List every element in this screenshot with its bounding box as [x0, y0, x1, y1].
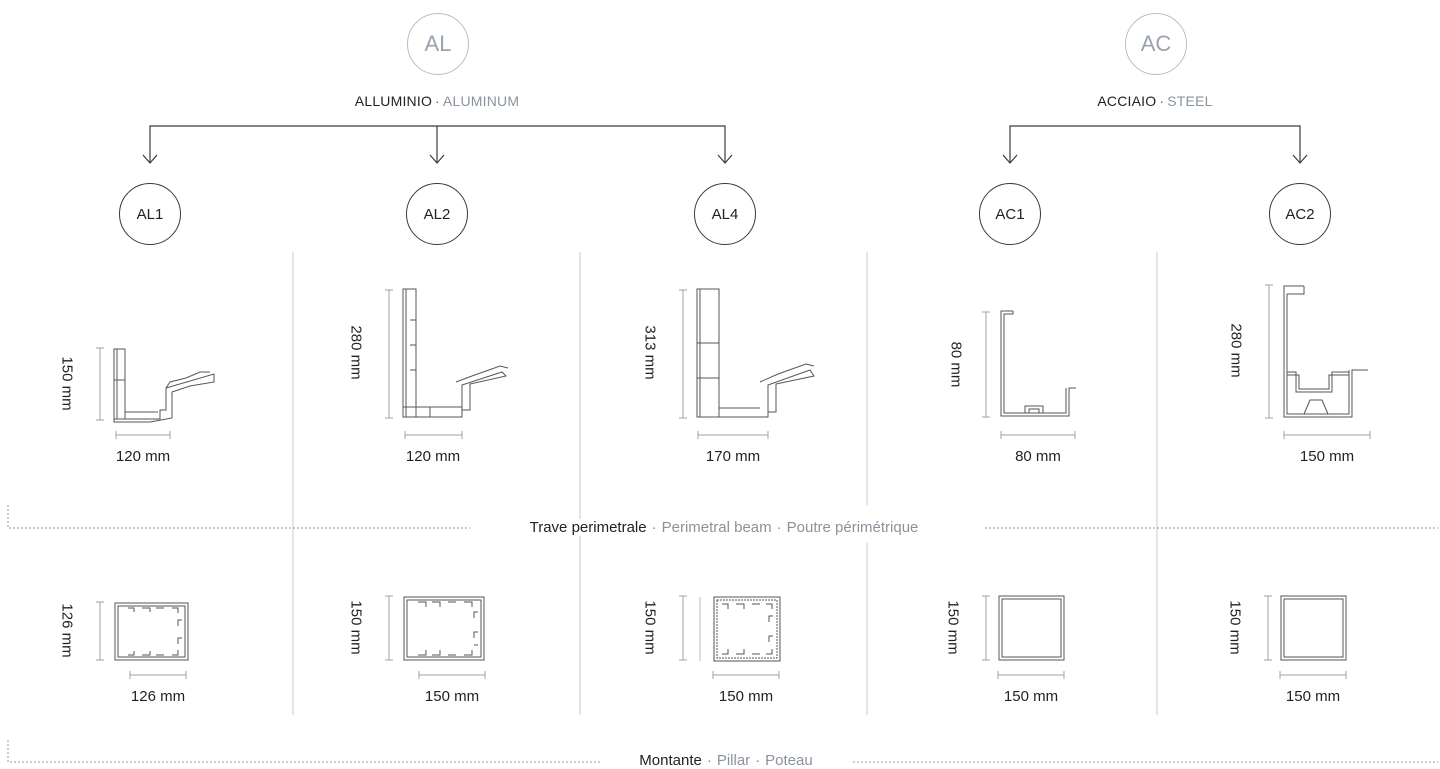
separator: ·	[755, 752, 761, 769]
material-label-en: ALUMINUM	[442, 93, 520, 109]
al1-beam-profile	[113, 348, 215, 423]
profile-circle-ac1[interactable]: AC1	[979, 183, 1041, 245]
profile-code: AC2	[1285, 205, 1315, 223]
al2-beam-profile	[402, 288, 509, 418]
pillar-separator-line	[7, 740, 600, 763]
ac2-pillar-height: 150 mm	[1226, 600, 1244, 655]
section-label-it: Trave perimetrale	[529, 519, 647, 536]
ac1-pillar-profile	[998, 595, 1065, 661]
section-label-en: Perimetral beam	[661, 519, 772, 536]
ac2-beam-height: 280 mm	[1227, 323, 1245, 378]
ac2-beam-width: 150 mm	[1299, 448, 1355, 465]
material-code-ac: AC	[1140, 31, 1172, 56]
al4-pillar-height: 150 mm	[641, 600, 659, 655]
separator: ·	[435, 93, 440, 109]
al2-pillar-height: 150 mm	[347, 600, 365, 655]
al2-beam-width: 120 mm	[405, 448, 461, 465]
ac1-beam-width: 80 mm	[1015, 448, 1061, 465]
section-label-en: Pillar	[716, 752, 751, 769]
al2-pillar-profile	[403, 596, 485, 661]
column-dividers	[292, 252, 1158, 715]
al4-beam-profile	[696, 288, 815, 418]
al4-beam-height: 313 mm	[641, 325, 659, 380]
profile-code: AL2	[423, 205, 451, 223]
profile-code: AC1	[995, 205, 1025, 223]
dimension-lines	[96, 284, 1371, 679]
al4-pillar-width: 150 mm	[718, 688, 774, 705]
profile-circle-al1[interactable]: AL1	[119, 183, 181, 245]
section-label-pillar: Montante · Pillar · Poteau	[629, 752, 823, 769]
material-circle-ac[interactable]: AC	[1125, 13, 1187, 75]
profile-circle-al2[interactable]: AL2	[406, 183, 468, 245]
ac1-beam-height: 80 mm	[947, 341, 965, 388]
material-code-al: AL	[424, 31, 452, 56]
al2-beam-height: 280 mm	[347, 325, 365, 380]
material-label-it: ACCIAIO	[1097, 93, 1157, 109]
beam-separator-line	[7, 505, 470, 529]
separator: ·	[1159, 93, 1165, 109]
al4-beam-width: 170 mm	[705, 448, 761, 465]
al1-pillar-width: 126 mm	[130, 688, 186, 705]
al1-pillar-profile	[114, 602, 189, 661]
ac1-beam-profile	[1000, 310, 1076, 417]
profile-circle-al4[interactable]: AL4	[694, 183, 756, 245]
profile-code: AL1	[136, 205, 164, 223]
profile-code: AL4	[711, 205, 739, 223]
ac1-pillar-width: 150 mm	[1003, 688, 1059, 705]
section-label-beam: Trave perimetrale · Perimetral beam · Poutre…	[519, 519, 929, 536]
separator: ·	[651, 519, 657, 536]
material-label-aluminum: ALLUMINIO · ALUMINUM	[355, 93, 519, 109]
al1-beam-height: 150 mm	[58, 356, 76, 411]
section-label-fr: Poteau	[765, 752, 813, 769]
ac2-pillar-profile	[1280, 595, 1347, 661]
section-label-it: Montante	[639, 752, 702, 769]
al2-pillar-width: 150 mm	[424, 688, 480, 705]
ac2-beam-profile	[1283, 285, 1368, 418]
al1-pillar-height: 126 mm	[58, 603, 76, 658]
material-circle-al[interactable]: AL	[407, 13, 469, 75]
material-label-steel: ACCIAIO · STEEL	[1097, 93, 1212, 109]
material-label-en: STEEL	[1167, 93, 1213, 109]
ac1-pillar-height: 150 mm	[944, 600, 962, 655]
al4-pillar-profile	[699, 596, 781, 662]
tree-connectors	[142, 125, 1308, 164]
al1-beam-width: 120 mm	[115, 448, 171, 465]
separator: ·	[776, 519, 782, 536]
ac2-pillar-width: 150 mm	[1285, 688, 1341, 705]
profile-circle-ac2[interactable]: AC2	[1269, 183, 1331, 245]
section-label-fr: Poutre périmétrique	[786, 519, 919, 536]
material-label-it: ALLUMINIO	[354, 93, 433, 109]
separator: ·	[706, 752, 712, 769]
